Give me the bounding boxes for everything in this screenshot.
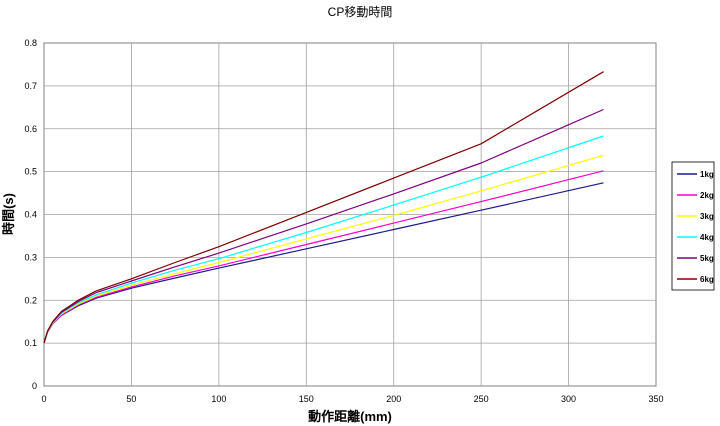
- y-tick-label: 0.3: [24, 252, 37, 262]
- y-tick-label: 0.2: [24, 295, 37, 305]
- y-axis-title: 時間(s): [1, 193, 16, 235]
- grid-lines: [44, 43, 656, 386]
- x-tick-label: 200: [386, 394, 401, 404]
- legend-label-2kg: 2kg: [700, 191, 714, 200]
- legend-label-3kg: 3kg: [700, 212, 714, 221]
- x-axis-title: 動作距離(mm): [308, 409, 392, 424]
- chart-title: CP移動時間: [328, 5, 393, 19]
- legend-box: [671, 161, 715, 291]
- legend-label-5kg: 5kg: [700, 254, 714, 263]
- tick-labels: 0 50 100 150 200 250 300 350 0 0.1 0.2 0.3 0.4 0.5 0.6…: [24, 38, 663, 404]
- x-tick-label: 100: [211, 394, 226, 404]
- x-tick-label: 50: [126, 394, 136, 404]
- series-line-6kg: [43, 71, 604, 344]
- y-tick-label: 0.4: [24, 210, 37, 220]
- x-tick-label: 0: [41, 394, 46, 404]
- x-tick-label: 300: [561, 394, 576, 404]
- legend-label-1kg: 1kg: [700, 170, 714, 179]
- legend-label-4kg: 4kg: [700, 233, 714, 242]
- y-tick-label: 0.7: [24, 81, 37, 91]
- series-lines: [43, 71, 604, 344]
- y-tick-label: 0: [32, 381, 37, 391]
- y-tick-label: 0.6: [24, 124, 37, 134]
- x-tick-label: 150: [299, 394, 314, 404]
- legend-label-6kg: 6kg: [700, 275, 714, 284]
- legend: 1kg 2kg 3kg 4kg 5kg 6kg: [671, 161, 715, 291]
- y-tick-label: 0.1: [24, 338, 37, 348]
- x-tick-label: 350: [648, 394, 663, 404]
- y-tick-label: 0.8: [24, 38, 37, 48]
- x-tick-label: 250: [474, 394, 489, 404]
- y-tick-label: 0.5: [24, 167, 37, 177]
